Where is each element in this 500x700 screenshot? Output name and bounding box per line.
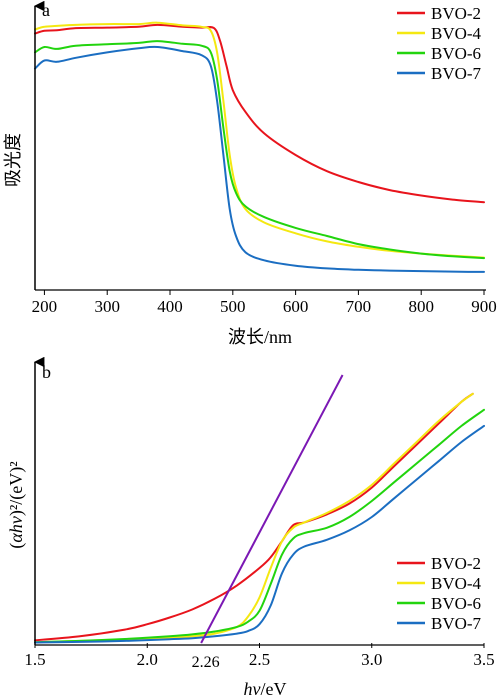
panel-b-tangent-line <box>200 374 344 644</box>
panel-b-x-ticks: 1.5 2.0 2.5 3.0 3.5 <box>24 643 495 669</box>
x-tick-label: 1.5 <box>24 650 45 669</box>
legend-entry: BVO-2 <box>431 554 481 573</box>
legend-entry: BVO-2 <box>431 4 481 23</box>
x-tick-label: 800 <box>408 297 434 316</box>
legend-entry: BVO-7 <box>431 64 482 83</box>
panel-b-y-axis-label-symbol: αhν <box>6 516 26 542</box>
x-tick-label: 2.0 <box>137 650 158 669</box>
x-tick-label: 600 <box>283 297 309 316</box>
x-tick-label: 200 <box>32 297 58 316</box>
series-line-bvo-4 <box>34 21 485 259</box>
panel-b-y-axis-label-unit: )²/(eV)² <box>6 461 27 516</box>
legend-entry: BVO-6 <box>431 44 481 63</box>
panel-a-y-axis-label: 吸光度 <box>3 133 23 187</box>
panel-a-x-axis-label: 波长/nm <box>228 327 292 347</box>
panel-a-x-ticks: 200 300 400 500 600 700 800 900 <box>32 290 497 316</box>
legend-entry: BVO-6 <box>431 594 481 613</box>
panel-b-series-group <box>34 392 485 644</box>
x-tick-label: 300 <box>94 297 120 316</box>
series-line-bvo-7 <box>34 45 485 273</box>
panel-b-y-axis-label: (αhν)²/(eV)² <box>6 461 27 548</box>
panel-b-x-axis-label: hν/eV <box>244 679 287 699</box>
panel-b-label: b <box>42 362 51 382</box>
x-tick-label: 500 <box>220 297 246 316</box>
series-line-bvo-7 <box>34 424 485 644</box>
legend-entry: BVO-4 <box>431 574 482 593</box>
series-line-bvo-2 <box>34 23 485 204</box>
x-tick-label: 400 <box>157 297 183 316</box>
bandgap-annotation: 2.26 <box>192 654 220 671</box>
chart-panel-a: 200 300 400 500 600 700 800 900 a 波长/nm 吸光度 BVO… <box>3 0 497 347</box>
x-tick-label: 2.5 <box>249 650 270 669</box>
series-line-bvo-4 <box>34 392 474 644</box>
x-tick-label: 900 <box>471 297 497 316</box>
legend-entry: BVO-4 <box>431 24 482 43</box>
x-tick-label: 3.5 <box>473 650 494 669</box>
series-line-bvo-6 <box>34 408 485 644</box>
panel-a-series-group <box>34 21 485 273</box>
panel-b-x-axis-label-symbol: hν <box>244 679 261 699</box>
series-line-bvo-6 <box>34 40 485 260</box>
panel-b-y-axis-label-open: ( <box>6 543 27 549</box>
x-tick-label: 700 <box>346 297 372 316</box>
x-tick-label: 3.0 <box>361 650 382 669</box>
chart-panel-b: 1.5 2.0 2.5 3.0 3.5 b 2.26 hν/eV (αhν)²/(eV)… <box>6 356 495 699</box>
legend-entry: BVO-7 <box>431 614 482 633</box>
panel-b-x-axis-label-unit: /eV <box>261 679 287 699</box>
panel-a-label: a <box>42 0 50 20</box>
